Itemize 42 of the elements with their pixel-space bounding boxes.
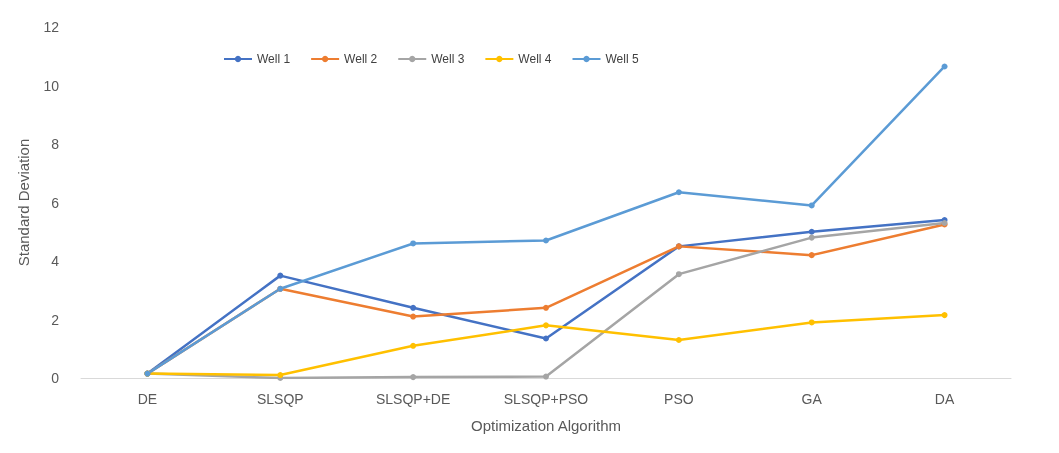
point xyxy=(410,304,417,311)
legend-label: Well 3 xyxy=(431,52,465,66)
y-tick-label: 4 xyxy=(51,253,60,269)
point xyxy=(543,373,549,380)
x-tick-label: SLSQP+PSO xyxy=(503,391,589,407)
x-tick-label: DE xyxy=(137,391,158,407)
point xyxy=(410,374,417,381)
y-tick-label: 0 xyxy=(51,370,60,386)
point xyxy=(675,336,682,343)
y-tick-label: 12 xyxy=(43,19,60,35)
point xyxy=(410,342,417,349)
point xyxy=(543,335,549,342)
point xyxy=(808,319,815,326)
point xyxy=(808,252,815,259)
point xyxy=(410,240,417,247)
point xyxy=(277,272,284,279)
legend-label: Well 4 xyxy=(518,52,552,66)
point xyxy=(675,271,682,278)
y-axis-title: Standard Deviation xyxy=(15,138,32,267)
point xyxy=(941,63,948,70)
x-tick-label: GA xyxy=(801,391,823,407)
point xyxy=(808,228,815,235)
x-tick-label: SLSQP+DE xyxy=(375,391,451,407)
y-tick-label: 10 xyxy=(43,77,60,94)
legend-label: Well 2 xyxy=(344,52,378,66)
point xyxy=(808,202,815,209)
y-tick-label: 6 xyxy=(51,194,60,211)
y-tick-label: 2 xyxy=(51,311,60,328)
x-tick-label: SLSQP xyxy=(256,391,304,407)
point xyxy=(543,304,549,311)
x-tick-label: DA xyxy=(934,391,955,407)
legend-label: Well 1 xyxy=(257,52,291,66)
x-tick-label: PSO xyxy=(664,391,694,407)
point xyxy=(543,322,549,329)
point xyxy=(941,312,948,319)
y-tick-label: 8 xyxy=(51,136,60,152)
point xyxy=(808,234,815,241)
legend-label: Well 5 xyxy=(605,52,639,66)
point xyxy=(410,313,417,320)
point xyxy=(543,237,549,244)
x-axis-title: Optimization Algorithm xyxy=(470,417,622,434)
point xyxy=(675,189,682,196)
